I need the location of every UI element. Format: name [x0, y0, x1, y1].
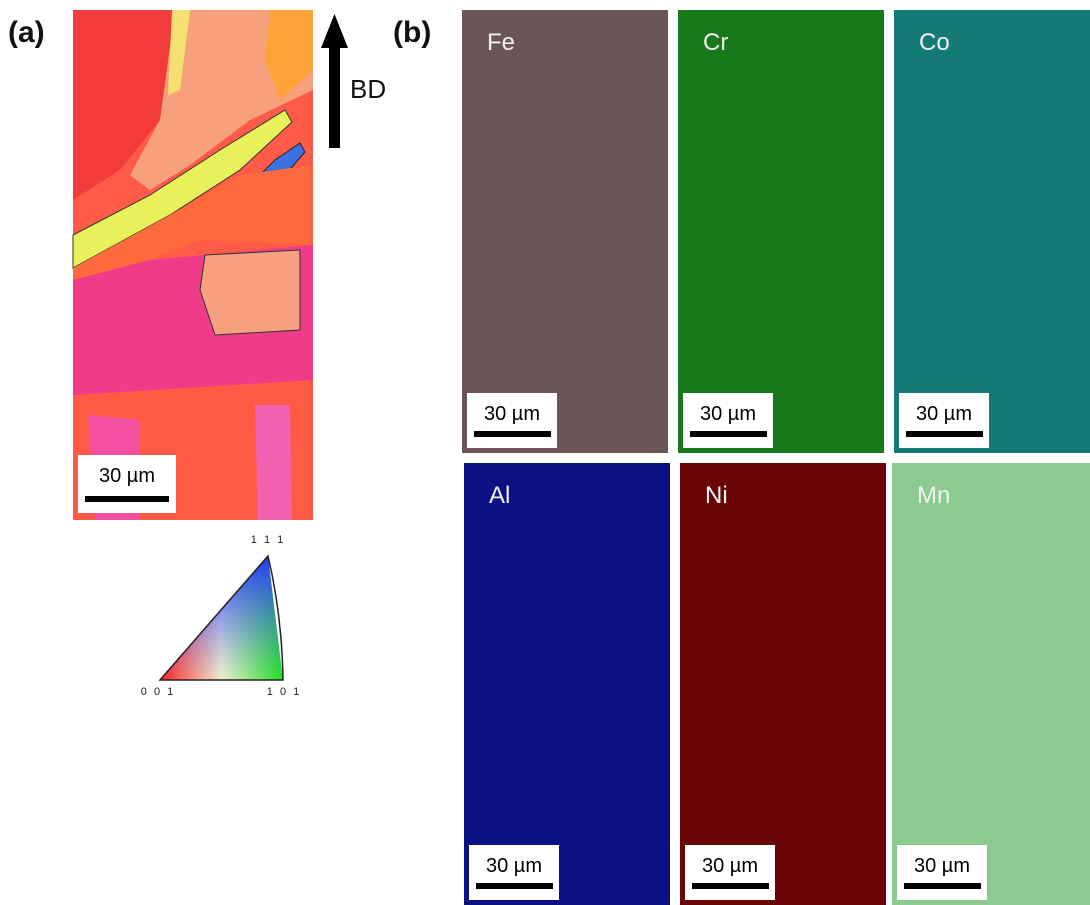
element-map [464, 463, 670, 905]
scale-bar-label: 30 µm [916, 403, 972, 425]
ipf-label: 1 1 1 [251, 534, 285, 546]
scale-bar [476, 883, 553, 889]
scale-bar [906, 431, 983, 437]
build-direction-arrow [321, 14, 348, 148]
scale-bar [904, 883, 981, 889]
ebsd-map [73, 10, 313, 520]
scale-bar [692, 883, 769, 889]
direction-label: BD [350, 74, 386, 104]
element-name: Al [489, 482, 510, 509]
element-name: Mn [917, 482, 950, 509]
scale-bar-label: 30 µm [700, 403, 756, 425]
element-name: Fe [487, 29, 515, 56]
scale-bar-label: 30 µm [484, 403, 540, 425]
scale-bar [474, 431, 551, 437]
panel-label: (a) [8, 16, 45, 49]
element-maps: Fe 30 µm Cr 30 µm Co 30 µm Al 30 µm Ni 30 µm Mn 30 … [462, 10, 1090, 905]
panel-label: (b) [393, 16, 431, 49]
scale-bar-label: 30 µm [914, 855, 970, 877]
figure: (a) 30 µm BD 1 1 1 0 0 1 1 0 1 (b) Fe 30 … [0, 0, 1090, 905]
element-map [892, 463, 1090, 905]
ipf-key: 1 1 1 0 0 1 1 0 1 [141, 534, 301, 698]
element-map [462, 10, 668, 453]
scale-bar-label: 30 µm [702, 855, 758, 877]
element-map [894, 10, 1090, 453]
element-name: Co [919, 29, 950, 56]
element-name: Cr [703, 29, 728, 56]
element-name: Ni [705, 482, 728, 509]
scale-bar-label: 30 µm [99, 465, 155, 487]
scale-bar [690, 431, 767, 437]
ipf-label: 1 0 1 [267, 686, 301, 698]
ipf-label: 0 0 1 [141, 686, 175, 698]
scale-bar-label: 30 µm [486, 855, 542, 877]
element-map [678, 10, 884, 453]
scale-bar: 30 µm [78, 455, 176, 513]
element-map [680, 463, 886, 905]
